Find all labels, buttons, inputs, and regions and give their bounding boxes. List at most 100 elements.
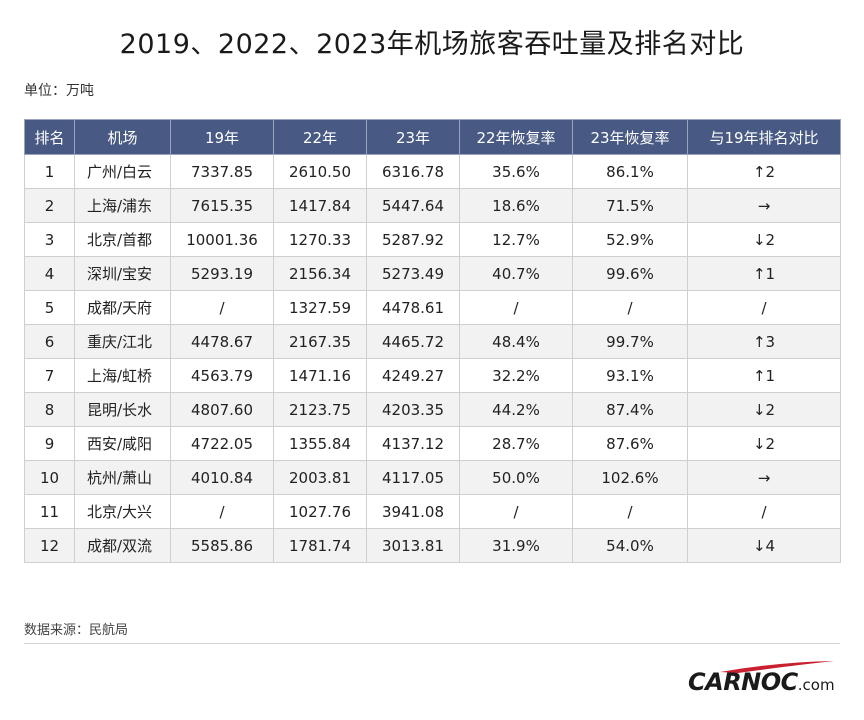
cell-2019: 7615.35 — [170, 188, 274, 223]
cell-rank: 5 — [24, 290, 75, 325]
cell-2022: 2610.50 — [273, 154, 367, 189]
cell-2023-recovery: 99.7% — [572, 324, 688, 359]
cell-2023-recovery: / — [572, 290, 688, 325]
header-2019: 19年 — [170, 119, 274, 155]
cell-2022-recovery: 28.7% — [459, 426, 573, 461]
header-2023: 23年 — [366, 119, 460, 155]
logo-wordmark: CARNOC.com — [688, 668, 835, 696]
cell-2019: 4807.60 — [170, 392, 274, 427]
cell-2023: 5273.49 — [366, 256, 460, 291]
cell-2019: 5293.19 — [170, 256, 274, 291]
table-row: 3 北京/首都 10001.36 1270.33 5287.92 12.7% 52.9% ↓2 — [24, 222, 841, 257]
carnoc-logo: CARNOC.com — [688, 660, 838, 696]
unit-label: 单位：万吨 — [24, 83, 94, 99]
logo-suffix: .com — [797, 676, 835, 694]
cell-2022: 1027.76 — [273, 494, 367, 529]
cell-airport: 重庆/江北 — [74, 324, 171, 359]
cell-2019: 10001.36 — [170, 222, 274, 257]
header-2022: 22年 — [273, 119, 367, 155]
cell-2023-recovery: / — [572, 494, 688, 529]
cell-2019: 4478.67 — [170, 324, 274, 359]
cell-airport: 上海/浦东 — [74, 188, 171, 223]
divider — [24, 643, 840, 644]
cell-rank-change: → — [687, 460, 841, 495]
cell-2023: 3941.08 — [366, 494, 460, 529]
cell-rank: 8 — [24, 392, 75, 427]
cell-rank: 10 — [24, 460, 75, 495]
cell-2022-recovery: 35.6% — [459, 154, 573, 189]
cell-2019: / — [170, 290, 274, 325]
cell-rank: 3 — [24, 222, 75, 257]
cell-2023: 4137.12 — [366, 426, 460, 461]
cell-rank: 1 — [24, 154, 75, 189]
cell-airport: 成都/天府 — [74, 290, 171, 325]
cell-2023: 5447.64 — [366, 188, 460, 223]
cell-rank-change: ↑2 — [687, 154, 841, 189]
header-2023-recovery: 23年恢复率 — [572, 119, 688, 155]
cell-2019: 5585.86 — [170, 528, 274, 563]
cell-2023: 5287.92 — [366, 222, 460, 257]
cell-2023: 4117.05 — [366, 460, 460, 495]
cell-rank-change: ↑1 — [687, 358, 841, 393]
cell-2022: 1270.33 — [273, 222, 367, 257]
header-rank: 排名 — [24, 119, 75, 155]
cell-airport: 昆明/长水 — [74, 392, 171, 427]
cell-airport: 深圳/宝安 — [74, 256, 171, 291]
table-row: 2 上海/浦东 7615.35 1417.84 5447.64 18.6% 71.5% → — [24, 188, 841, 223]
cell-2022-recovery: 31.9% — [459, 528, 573, 563]
data-table: 排名 机场 19年 22年 23年 22年恢复率 23年恢复率 与19年排名对比 1 广州/白云… — [24, 119, 841, 563]
cell-airport: 西安/咸阳 — [74, 426, 171, 461]
cell-rank: 4 — [24, 256, 75, 291]
cell-rank: 11 — [24, 494, 75, 529]
cell-airport: 北京/大兴 — [74, 494, 171, 529]
table-row: 8 昆明/长水 4807.60 2123.75 4203.35 44.2% 87.4% ↓2 — [24, 392, 841, 427]
cell-airport: 北京/首都 — [74, 222, 171, 257]
cell-2022-recovery: / — [459, 290, 573, 325]
cell-rank-change: ↑3 — [687, 324, 841, 359]
cell-2023: 4249.27 — [366, 358, 460, 393]
cell-2023: 6316.78 — [366, 154, 460, 189]
table-row: 9 西安/咸阳 4722.05 1355.84 4137.12 28.7% 87.6% ↓2 — [24, 426, 841, 461]
cell-rank-change: ↓4 — [687, 528, 841, 563]
table-row: 4 深圳/宝安 5293.19 2156.34 5273.49 40.7% 99.6% ↑1 — [24, 256, 841, 291]
cell-2022-recovery: / — [459, 494, 573, 529]
cell-2022: 1471.16 — [273, 358, 367, 393]
cell-rank-change: ↓2 — [687, 392, 841, 427]
cell-2022: 1781.74 — [273, 528, 367, 563]
cell-rank: 7 — [24, 358, 75, 393]
cell-2023-recovery: 87.6% — [572, 426, 688, 461]
cell-2022: 2167.35 — [273, 324, 367, 359]
cell-2023-recovery: 71.5% — [572, 188, 688, 223]
cell-2023-recovery: 102.6% — [572, 460, 688, 495]
cell-rank: 12 — [24, 528, 75, 563]
cell-2019: 4563.79 — [170, 358, 274, 393]
cell-2023-recovery: 87.4% — [572, 392, 688, 427]
cell-rank-change: → — [687, 188, 841, 223]
cell-2022-recovery: 50.0% — [459, 460, 573, 495]
cell-2022-recovery: 44.2% — [459, 392, 573, 427]
cell-2023: 3013.81 — [366, 528, 460, 563]
cell-rank-change: ↑1 — [687, 256, 841, 291]
cell-2022-recovery: 40.7% — [459, 256, 573, 291]
cell-airport: 上海/虹桥 — [74, 358, 171, 393]
cell-2022-recovery: 18.6% — [459, 188, 573, 223]
header-2022-recovery: 22年恢复率 — [459, 119, 573, 155]
cell-2023-recovery: 99.6% — [572, 256, 688, 291]
cell-airport: 成都/双流 — [74, 528, 171, 563]
cell-2022-recovery: 48.4% — [459, 324, 573, 359]
header-rank-change: 与19年排名对比 — [687, 119, 841, 155]
cell-2022: 2003.81 — [273, 460, 367, 495]
cell-2022-recovery: 12.7% — [459, 222, 573, 257]
cell-airport: 广州/白云 — [74, 154, 171, 189]
table-row: 10 杭州/萧山 4010.84 2003.81 4117.05 50.0% 102.6% → — [24, 460, 841, 495]
cell-rank: 9 — [24, 426, 75, 461]
cell-2022: 2123.75 — [273, 392, 367, 427]
table-header-row: 排名 机场 19年 22年 23年 22年恢复率 23年恢复率 与19年排名对比 — [24, 119, 841, 155]
table-row: 5 成都/天府/1327.59 4478.61// / — [24, 290, 841, 325]
swoosh-icon — [720, 661, 834, 673]
data-source: 数据来源：民航局 — [24, 623, 129, 638]
cell-rank-change: ↓2 — [687, 426, 841, 461]
cell-rank: 6 — [24, 324, 75, 359]
table-row: 7 上海/虹桥 4563.79 1471.16 4249.27 32.2% 93.1% ↑1 — [24, 358, 841, 393]
cell-2022: 1327.59 — [273, 290, 367, 325]
